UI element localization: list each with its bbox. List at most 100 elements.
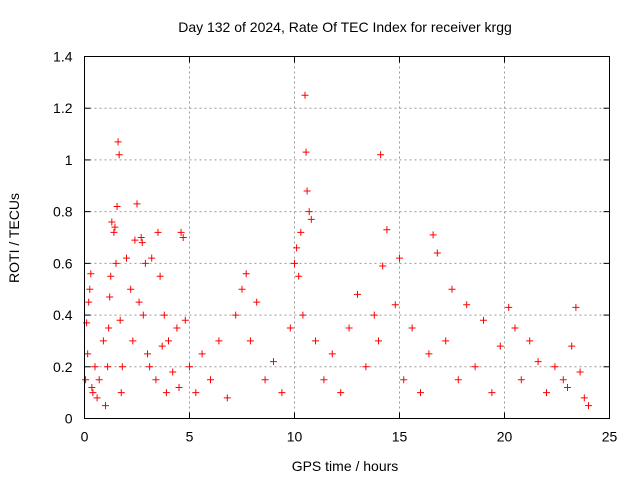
- roti-point: [396, 254, 403, 262]
- roti-point: [179, 234, 187, 241]
- roti-point: [160, 311, 168, 319]
- x-tick-label: 25: [602, 429, 618, 445]
- y-tick-label: 1.2: [53, 100, 73, 116]
- roti-point: [488, 389, 496, 397]
- roti-point: [564, 383, 571, 391]
- roti-point: [517, 376, 525, 384]
- plot-frame: [84, 56, 610, 419]
- y-tick-label: 0.2: [53, 359, 73, 375]
- y-tick-label: 1: [65, 152, 73, 168]
- roti-point: [293, 244, 301, 252]
- roti-point: [186, 363, 193, 371]
- roti-point: [173, 324, 181, 332]
- roti-point: [135, 298, 143, 306]
- roti-point: [379, 262, 387, 270]
- y-axis-label: ROTI / TECUs: [6, 193, 22, 283]
- roti-point: [102, 402, 109, 410]
- roti-point: [207, 376, 214, 384]
- roti-point: [146, 363, 154, 371]
- roti-point: [141, 259, 149, 267]
- roti-point: [463, 301, 471, 309]
- roti-point: [253, 298, 261, 306]
- roti-point: [278, 389, 286, 397]
- roti-point: [391, 301, 399, 309]
- roti-point: [106, 293, 114, 301]
- roti-point: [192, 389, 200, 397]
- roti-point: [116, 316, 124, 324]
- roti-point: [152, 376, 160, 384]
- roti-point: [433, 249, 441, 257]
- roti-point: [585, 402, 592, 410]
- roti-point: [99, 337, 107, 345]
- roti-point: [383, 226, 391, 234]
- roti-point: [181, 316, 189, 324]
- roti-point: [297, 228, 305, 236]
- roti-point: [127, 285, 135, 293]
- roti-point: [480, 316, 487, 324]
- roti-point: [148, 254, 156, 262]
- roti-point: [511, 324, 519, 332]
- roti-point: [270, 358, 277, 366]
- roti-point: [534, 358, 542, 366]
- roti-point: [301, 91, 309, 99]
- y-tick-label: 0.4: [53, 307, 73, 323]
- roti-point: [408, 324, 416, 332]
- roti-point: [362, 363, 370, 371]
- y-tick-label: 1.4: [53, 49, 73, 65]
- roti-point: [337, 389, 345, 397]
- roti-point: [138, 239, 146, 247]
- roti-point: [328, 350, 336, 358]
- grid-lines: [84, 56, 610, 419]
- roti-point: [576, 368, 584, 376]
- roti-point: [108, 218, 116, 226]
- roti-point: [291, 259, 298, 267]
- roti-point: [111, 223, 119, 231]
- roti-point: [375, 337, 382, 345]
- chart-title: Day 132 of 2024, Rate Of TEC Index for r…: [178, 19, 512, 35]
- roti-point: [302, 148, 310, 156]
- roti-point: [131, 236, 139, 244]
- roti-point: [113, 202, 121, 210]
- roti-point: [169, 368, 177, 376]
- roti-point: [114, 138, 122, 146]
- roti-point: [572, 303, 580, 311]
- roti-point: [86, 285, 94, 293]
- roti-point: [505, 303, 513, 311]
- roti-point: [454, 376, 462, 384]
- roti-point: [85, 298, 93, 306]
- roti-point: [312, 337, 319, 345]
- roti-point: [156, 272, 164, 280]
- roti-point: [526, 337, 534, 345]
- roti-point: [87, 270, 95, 278]
- roti-point: [91, 363, 99, 371]
- roti-point: [139, 311, 147, 319]
- roti-point: [137, 234, 145, 241]
- roti-point: [95, 376, 103, 384]
- roti-point: [198, 350, 206, 358]
- x-axis-label: GPS time / hours: [292, 458, 399, 474]
- roti-point: [400, 376, 408, 384]
- roti-point: [112, 259, 120, 267]
- x-tick-label: 10: [287, 429, 303, 445]
- roti-point: [299, 311, 307, 319]
- roti-point: [286, 324, 294, 332]
- roti-point: [496, 342, 504, 350]
- roti-point: [165, 337, 172, 345]
- roti-point: [345, 324, 353, 332]
- roti-point: [377, 151, 385, 159]
- roti-point: [82, 376, 90, 384]
- roti-point: [429, 231, 437, 239]
- axis-ticks: 0 5 10 15 20 25 0 0.2 0.4 0.6 0.8 1 1.2 1.4: [53, 49, 617, 445]
- roti-point: [105, 324, 113, 332]
- x-tick-label: 5: [186, 429, 194, 445]
- roti-point: [417, 389, 424, 397]
- roti-point: [242, 270, 250, 278]
- roti-point: [246, 337, 254, 345]
- roti-point: [88, 383, 96, 391]
- roti-point: [568, 342, 576, 350]
- roti-point: [471, 363, 479, 371]
- roti-point: [425, 350, 433, 358]
- roti-point: [123, 254, 130, 262]
- roti-point: [162, 389, 170, 397]
